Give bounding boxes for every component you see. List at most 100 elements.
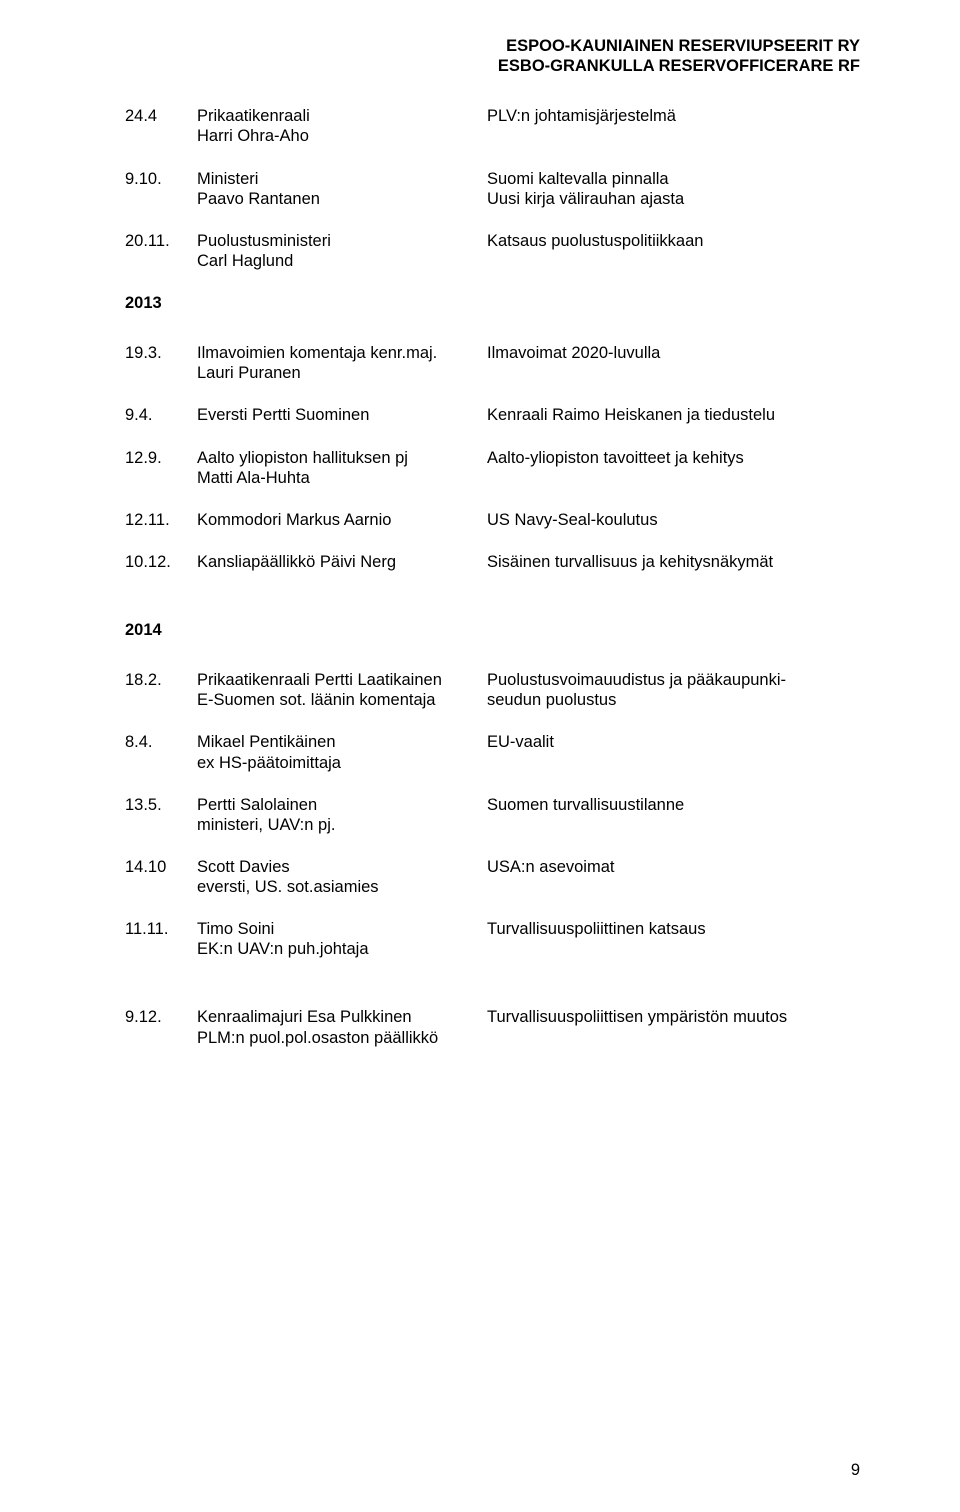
entry-date: 24.4: [125, 106, 197, 146]
entry-topic: EU-vaalit: [487, 732, 860, 772]
topic-line1: Turvallisuuspoliittinen katsaus: [487, 919, 860, 939]
entry-person: Aalto yliopiston hallituksen pj Matti Al…: [197, 448, 487, 488]
year-heading: 2013: [125, 293, 860, 313]
schedule-entry: 24.4 Prikaatikenraali Harri Ohra-Aho PLV…: [125, 106, 860, 146]
year-heading: 2014: [125, 620, 860, 640]
entry-date: 8.4.: [125, 732, 197, 772]
entry-date: 9.10.: [125, 169, 197, 209]
person-line2: Paavo Rantanen: [197, 189, 475, 209]
header-line-1: ESPOO-KAUNIAINEN RESERVIUPSEERIT RY: [125, 36, 860, 56]
entry-person: Puolustusministeri Carl Haglund: [197, 231, 487, 271]
person-line1: Scott Davies: [197, 857, 475, 877]
entry-person: Kansliapäällikkö Päivi Nerg: [197, 552, 487, 572]
schedule-entry: 19.3. Ilmavoimien komentaja kenr.maj. La…: [125, 343, 860, 383]
entry-block: 9.12. Kenraalimajuri Esa Pulkkinen PLM:n…: [125, 1007, 860, 1047]
entry-topic: Aalto-yliopiston tavoitteet ja kehitys: [487, 448, 860, 488]
person-line1: Eversti Pertti Suominen: [197, 405, 475, 425]
schedule-entry: 12.11. Kommodori Markus Aarnio US Navy-S…: [125, 510, 860, 530]
entry-topic: US Navy-Seal-koulutus: [487, 510, 860, 530]
entry-person: Prikaatikenraali Harri Ohra-Aho: [197, 106, 487, 146]
person-line2: Lauri Puranen: [197, 363, 475, 383]
topic-line1: Aalto-yliopiston tavoitteet ja kehitys: [487, 448, 860, 468]
person-line1: Kansliapäällikkö Päivi Nerg: [197, 552, 475, 572]
person-line2: Harri Ohra-Aho: [197, 126, 475, 146]
schedule-entry: 8.4. Mikael Pentikäinen ex HS-päätoimitt…: [125, 732, 860, 772]
topic-line1: EU-vaalit: [487, 732, 860, 752]
person-line1: Prikaatikenraali: [197, 106, 475, 126]
schedule-entry: 13.5. Pertti Salolainen ministeri, UAV:n…: [125, 795, 860, 835]
entry-date: 20.11.: [125, 231, 197, 271]
entry-date: 14.10: [125, 857, 197, 897]
person-line2: ministeri, UAV:n pj.: [197, 815, 475, 835]
person-line2: PLM:n puol.pol.osaston päällikkö: [197, 1028, 475, 1048]
entry-date: 12.9.: [125, 448, 197, 488]
entry-person: Scott Davies eversti, US. sot.asiamies: [197, 857, 487, 897]
entry-person: Prikaatikenraali Pertti Laatikainen E-Su…: [197, 670, 487, 710]
entry-date: 9.12.: [125, 1007, 197, 1047]
schedule-entry: 11.11. Timo Soini EK:n UAV:n puh.johtaja…: [125, 919, 860, 959]
topic-line1: US Navy-Seal-koulutus: [487, 510, 860, 530]
topic-line2: Uusi kirja välirauhan ajasta: [487, 189, 860, 209]
person-line1: Kenraalimajuri Esa Pulkkinen: [197, 1007, 475, 1027]
entry-topic: PLV:n johtamisjärjestelmä: [487, 106, 860, 146]
entry-person: Kenraalimajuri Esa Pulkkinen PLM:n puol.…: [197, 1007, 487, 1047]
entry-date: 11.11.: [125, 919, 197, 959]
page-number: 9: [851, 1460, 860, 1480]
topic-line1: Katsaus puolustuspolitiikkaan: [487, 231, 860, 251]
entry-topic: Katsaus puolustuspolitiikkaan: [487, 231, 860, 271]
schedule-entry: 9.10. Ministeri Paavo Rantanen Suomi kal…: [125, 169, 860, 209]
person-line1: Ilmavoimien komentaja kenr.maj.: [197, 343, 475, 363]
entry-date: 18.2.: [125, 670, 197, 710]
topic-line1: Turvallisuuspoliittisen ympäristön muuto…: [487, 1007, 860, 1027]
person-line2: ex HS-päätoimittaja: [197, 753, 475, 773]
entry-topic: Sisäinen turvallisuus ja kehitysnäkymät: [487, 552, 860, 572]
entry-topic: Suomi kaltevalla pinnalla Uusi kirja väl…: [487, 169, 860, 209]
entry-topic: USA:n asevoimat: [487, 857, 860, 897]
person-line1: Pertti Salolainen: [197, 795, 475, 815]
entry-person: Ministeri Paavo Rantanen: [197, 169, 487, 209]
entry-block: 19.3. Ilmavoimien komentaja kenr.maj. La…: [125, 343, 860, 572]
person-line2: Matti Ala-Huhta: [197, 468, 475, 488]
schedule-entry: 14.10 Scott Davies eversti, US. sot.asia…: [125, 857, 860, 897]
entry-person: Kommodori Markus Aarnio: [197, 510, 487, 530]
schedule-entry: 20.11. Puolustusministeri Carl Haglund K…: [125, 231, 860, 271]
person-line1: Puolustusministeri: [197, 231, 475, 251]
person-line1: Mikael Pentikäinen: [197, 732, 475, 752]
topic-line1: Suomi kaltevalla pinnalla: [487, 169, 860, 189]
person-line1: Prikaatikenraali Pertti Laatikainen: [197, 670, 475, 690]
topic-line1: Suomen turvallisuustilanne: [487, 795, 860, 815]
schedule-entry: 18.2. Prikaatikenraali Pertti Laatikaine…: [125, 670, 860, 710]
entry-topic: Suomen turvallisuustilanne: [487, 795, 860, 835]
entry-person: Eversti Pertti Suominen: [197, 405, 487, 425]
entry-block: 24.4 Prikaatikenraali Harri Ohra-Aho PLV…: [125, 106, 860, 271]
entry-block: 18.2. Prikaatikenraali Pertti Laatikaine…: [125, 670, 860, 959]
topic-line1: Puolustusvoimauudistus ja pääkaupunki-: [487, 670, 860, 690]
person-line2: EK:n UAV:n puh.johtaja: [197, 939, 475, 959]
schedule-entry: 10.12. Kansliapäällikkö Päivi Nerg Sisäi…: [125, 552, 860, 572]
topic-line1: Ilmavoimat 2020-luvulla: [487, 343, 860, 363]
topic-line1: Sisäinen turvallisuus ja kehitysnäkymät: [487, 552, 860, 572]
entry-date: 9.4.: [125, 405, 197, 425]
topic-line2: seudun puolustus: [487, 690, 860, 710]
person-line2: Carl Haglund: [197, 251, 475, 271]
entry-person: Ilmavoimien komentaja kenr.maj. Lauri Pu…: [197, 343, 487, 383]
topic-line1: PLV:n johtamisjärjestelmä: [487, 106, 860, 126]
entry-date: 12.11.: [125, 510, 197, 530]
person-line2: eversti, US. sot.asiamies: [197, 877, 475, 897]
schedule-entry: 9.12. Kenraalimajuri Esa Pulkkinen PLM:n…: [125, 1007, 860, 1047]
entry-topic: Puolustusvoimauudistus ja pääkaupunki- s…: [487, 670, 860, 710]
topic-line1: USA:n asevoimat: [487, 857, 860, 877]
entry-person: Mikael Pentikäinen ex HS-päätoimittaja: [197, 732, 487, 772]
document-page: ESPOO-KAUNIAINEN RESERVIUPSEERIT RY ESBO…: [0, 0, 960, 1512]
entry-date: 13.5.: [125, 795, 197, 835]
entry-date: 19.3.: [125, 343, 197, 383]
entry-person: Pertti Salolainen ministeri, UAV:n pj.: [197, 795, 487, 835]
entry-topic: Ilmavoimat 2020-luvulla: [487, 343, 860, 383]
person-line2: E-Suomen sot. läänin komentaja: [197, 690, 475, 710]
person-line1: Timo Soini: [197, 919, 475, 939]
schedule-entry: 9.4. Eversti Pertti Suominen Kenraali Ra…: [125, 405, 860, 425]
header-line-2: ESBO-GRANKULLA RESERVOFFICERARE RF: [125, 56, 860, 76]
entry-topic: Turvallisuuspoliittisen ympäristön muuto…: [487, 1007, 860, 1047]
entry-topic: Turvallisuuspoliittinen katsaus: [487, 919, 860, 959]
person-line1: Aalto yliopiston hallituksen pj: [197, 448, 475, 468]
